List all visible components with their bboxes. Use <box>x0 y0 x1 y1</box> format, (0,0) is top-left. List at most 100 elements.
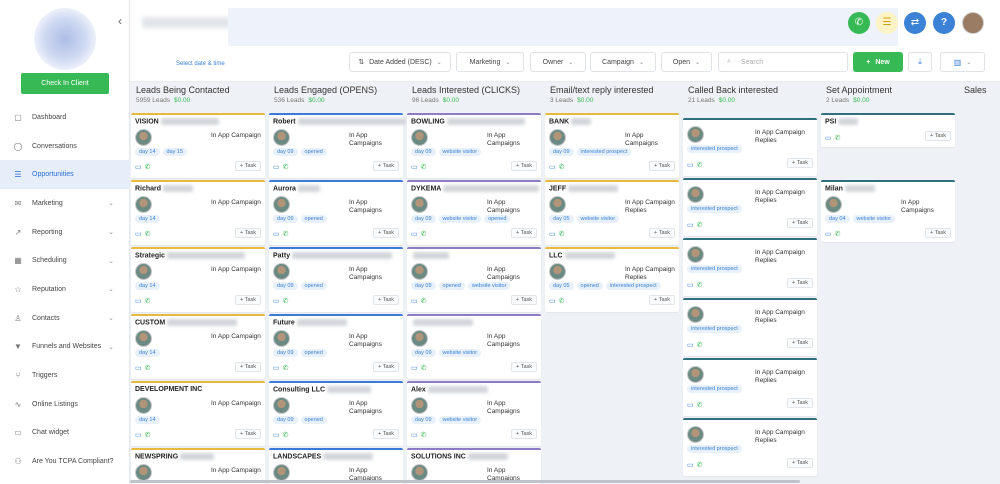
add-task-button[interactable]: + Task <box>649 228 675 238</box>
tag-badge[interactable]: day 15 <box>162 148 188 156</box>
opportunity-card[interactable]: DEVELOPMENT INC In App Campaign day 14 ▭ ✆ + … <box>131 381 265 446</box>
phone-icon[interactable]: ✆ <box>558 298 565 305</box>
tag-badge[interactable]: day 14 <box>135 416 160 424</box>
add-task-button[interactable]: + Task <box>235 362 261 372</box>
tag-badge[interactable]: website visitor <box>438 148 482 156</box>
phone-icon[interactable]: ✆ <box>848 12 870 34</box>
sidebar-item-4[interactable]: ↗ Reporting ⌄ <box>0 218 130 247</box>
search-input[interactable]: ⌕ Search <box>718 52 848 72</box>
sidebar-item-1[interactable]: ◯ Conversations <box>0 132 130 161</box>
phone-icon[interactable]: ✆ <box>696 342 703 349</box>
tag-badge[interactable]: website visitor <box>467 282 511 290</box>
opportunity-card[interactable]: Richard In App Campaign day 14 ▭ ✆ + Task <box>131 180 265 245</box>
download-icon[interactable]: ⤓ <box>908 52 932 72</box>
phone-icon[interactable]: ✆ <box>696 222 703 229</box>
add-task-button[interactable]: + Task <box>373 295 399 305</box>
message-icon[interactable]: ▭ <box>549 298 556 305</box>
tag-badge[interactable]: opened <box>300 416 327 424</box>
message-icon[interactable]: ▭ <box>135 365 142 372</box>
opportunity-card[interactable]: In App Campaign Replies interested prospe… <box>683 178 817 236</box>
user-avatar[interactable] <box>962 12 984 34</box>
phone-icon[interactable]: ✆ <box>420 298 427 305</box>
phone-icon[interactable]: ✆ <box>420 231 427 238</box>
tag-badge[interactable]: opened <box>438 282 465 290</box>
tag-badge[interactable]: interested prospect <box>605 282 661 290</box>
tag-badge[interactable]: interested prospect <box>687 145 742 153</box>
opportunity-card[interactable]: CUSTOM In App Campaign day 14 ▭ ✆ + Task <box>131 314 265 379</box>
add-task-button[interactable]: + Task <box>511 295 537 305</box>
tag-badge[interactable]: day 09 <box>411 282 436 290</box>
tag-badge[interactable]: day 14 <box>135 282 160 290</box>
message-icon[interactable]: ▭ <box>825 135 832 142</box>
message-icon[interactable]: ▭ <box>825 231 832 238</box>
tag-badge[interactable]: website visitor <box>438 416 482 424</box>
tag-badge[interactable]: day 04 <box>825 215 850 223</box>
tag-badge[interactable]: day 09 <box>411 148 436 156</box>
opportunity-card[interactable]: Milan In App Campaigns day 04 website visit… <box>821 180 955 242</box>
opportunity-card[interactable]: Robert In App Campaigns day 09 opened ▭ ✆ + Ta… <box>269 113 406 178</box>
opportunity-card[interactable]: Consulting LLC In App Campaigns day 09 open… <box>269 381 403 446</box>
message-icon[interactable]: ▭ <box>549 164 556 171</box>
new-opportunity-button[interactable]: + New <box>853 52 903 72</box>
opportunity-card[interactable]: VISION In App Campaign day 14 day 15 ▭ ✆ + Tas… <box>131 113 265 178</box>
tag-badge[interactable]: interested prospect <box>687 385 742 393</box>
message-icon[interactable]: ▭ <box>273 432 280 439</box>
phone-icon[interactable]: ✆ <box>420 365 427 372</box>
tag-badge[interactable]: website visitor <box>852 215 896 223</box>
tag-badge[interactable]: opened <box>576 282 603 290</box>
phone-icon[interactable]: ✆ <box>282 432 289 439</box>
opportunity-card[interactable]: JEFF In App Campaign Replies day 05 website… <box>545 180 679 245</box>
add-task-button[interactable]: + Task <box>649 295 675 305</box>
add-task-button[interactable]: + Task <box>787 218 813 228</box>
phone-icon[interactable]: ✆ <box>144 365 151 372</box>
phone-icon[interactable]: ✆ <box>144 298 151 305</box>
tag-badge[interactable]: interested prospect <box>687 445 742 453</box>
phone-icon[interactable]: ✆ <box>558 164 565 171</box>
sort-dropdown[interactable]: ⇅ Date Added (DESC) ⌄ <box>349 52 451 72</box>
opportunity-card[interactable]: Aurora In App Campaigns day 09 opened ▭ ✆ + Ta… <box>269 180 403 245</box>
add-task-button[interactable]: + Task <box>787 398 813 408</box>
status-dropdown[interactable]: Open ⌄ <box>661 52 712 72</box>
opportunity-card[interactable]: Future In App Campaigns day 09 opened ▭ ✆ + Ta… <box>269 314 403 379</box>
tag-badge[interactable]: website visitor <box>438 215 482 223</box>
tag-badge[interactable]: day 09 <box>273 215 298 223</box>
view-toggle-button[interactable]: ▥ ⌄ <box>940 52 985 72</box>
tag-badge[interactable]: opened <box>300 282 327 290</box>
message-icon[interactable]: ▭ <box>273 164 280 171</box>
notifications-icon[interactable]: ☰ <box>876 12 898 34</box>
tag-badge[interactable]: day 05 <box>549 215 574 223</box>
collapse-sidebar-icon[interactable]: ‹ <box>118 14 122 28</box>
opportunity-card[interactable]: PSI ▭ ✆ + Task <box>821 113 955 147</box>
opportunity-card[interactable]: BOWLING In App Campaigns day 09 website vis… <box>407 113 541 178</box>
message-icon[interactable]: ▭ <box>273 365 280 372</box>
phone-icon[interactable]: ✆ <box>144 432 151 439</box>
sidebar-item-9[interactable]: ⑂ Triggers <box>0 361 130 390</box>
add-task-button[interactable]: + Task <box>511 362 537 372</box>
add-task-button[interactable]: + Task <box>373 429 399 439</box>
opportunity-card[interactable]: In App Campaign Replies interested prospe… <box>683 118 817 176</box>
add-task-button[interactable]: + Task <box>235 429 261 439</box>
pipeline-dropdown[interactable]: Marketing ⌄ <box>456 52 524 72</box>
tag-badge[interactable]: interested prospect <box>687 325 742 333</box>
phone-icon[interactable]: ✆ <box>558 231 565 238</box>
message-icon[interactable]: ▭ <box>135 231 142 238</box>
sidebar-item-5[interactable]: ▦ Scheduling ⌄ <box>0 246 130 275</box>
tag-badge[interactable]: interested prospect <box>687 205 742 213</box>
sidebar-item-0[interactable]: ▢ Dashboard <box>0 103 130 132</box>
message-icon[interactable]: ▭ <box>411 298 418 305</box>
tag-badge[interactable]: interested prospect <box>687 265 742 273</box>
add-task-button[interactable]: + Task <box>511 228 537 238</box>
message-icon[interactable]: ▭ <box>687 282 694 289</box>
phone-icon[interactable]: ✆ <box>834 231 841 238</box>
message-icon[interactable]: ▭ <box>273 231 280 238</box>
add-task-button[interactable]: + Task <box>787 158 813 168</box>
add-task-button[interactable]: + Task <box>373 362 399 372</box>
sidebar-item-8[interactable]: ▼ Funnels and Websites ⌄ <box>0 333 130 362</box>
message-icon[interactable]: ▭ <box>411 164 418 171</box>
opportunity-card[interactable]: In App Campaign Replies interested prospe… <box>683 238 817 296</box>
phone-icon[interactable]: ✆ <box>420 164 427 171</box>
opportunity-card[interactable]: In App Campaign Replies interested prospe… <box>683 418 817 476</box>
opportunity-card[interactable]: LLC In App Campaign Replies day 05 opened in… <box>545 247 679 312</box>
message-icon[interactable]: ▭ <box>411 365 418 372</box>
sidebar-item-7[interactable]: ♙ Contacts ⌄ <box>0 304 130 333</box>
